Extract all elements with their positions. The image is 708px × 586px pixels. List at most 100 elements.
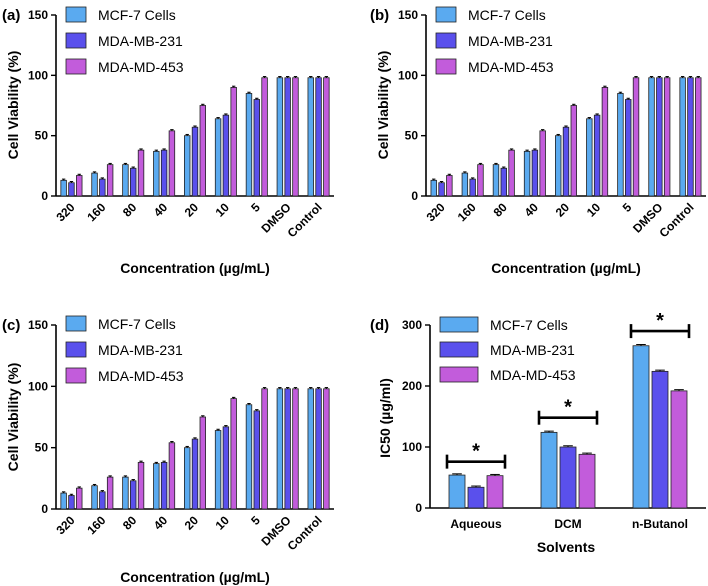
bar <box>245 404 253 510</box>
y-tick-label: 100 <box>28 379 48 393</box>
bar <box>230 87 237 197</box>
bar <box>601 87 609 197</box>
bar <box>168 442 176 510</box>
legend-swatch <box>439 366 479 383</box>
x-tick-label: 80 <box>120 200 140 220</box>
bar <box>261 77 268 197</box>
y-tick-label: 50 <box>405 129 419 143</box>
bar <box>559 446 577 509</box>
x-tick-label: 5 <box>248 513 263 528</box>
legend-label: MDA-MD-453 <box>98 59 184 75</box>
x-tick-label: 80 <box>491 200 511 220</box>
bar <box>632 345 650 509</box>
bar <box>292 388 299 510</box>
bar <box>99 491 106 510</box>
bar <box>539 130 546 197</box>
legend-swatch <box>65 58 87 75</box>
bar <box>323 77 330 197</box>
y-axis-title: Cell Viability (%) <box>5 51 21 160</box>
bar <box>586 118 593 197</box>
bar <box>315 77 322 197</box>
bar <box>656 77 663 197</box>
x-tick-label: 40 <box>522 200 542 220</box>
y-axis-title: Cell Viability (%) <box>5 363 21 472</box>
y-tick-label: 100 <box>398 68 418 82</box>
bar <box>663 77 671 197</box>
bar <box>307 77 314 197</box>
bar <box>122 476 129 510</box>
legend-swatch <box>65 341 87 358</box>
bar <box>76 175 83 197</box>
bar <box>191 438 199 510</box>
legend-label: MCF-7 Cells <box>98 316 176 332</box>
y-tick-label: 0 <box>41 502 48 516</box>
bar <box>106 164 114 197</box>
significance-star: * <box>472 441 480 463</box>
legend-label: MDA-MB-231 <box>468 33 553 49</box>
legend-label: MDA-MB-231 <box>98 342 183 358</box>
bar <box>500 167 507 197</box>
x-tick-label: Control <box>657 200 697 240</box>
bar <box>508 149 515 197</box>
x-tick-label: Control <box>285 513 325 553</box>
bar <box>492 164 500 197</box>
x-tick-label: 320 <box>54 200 78 224</box>
x-tick-label: 10 <box>213 200 233 220</box>
y-tick-label: 100 <box>402 440 422 454</box>
y-tick-label: 100 <box>28 68 48 82</box>
panel-label: (b) <box>370 7 389 24</box>
x-tick-label: 160 <box>84 200 108 224</box>
bar <box>578 453 596 509</box>
bar <box>91 172 98 197</box>
bar <box>486 475 504 509</box>
bar <box>130 480 137 510</box>
bar <box>284 388 291 510</box>
bar <box>276 77 284 197</box>
bar <box>76 487 83 510</box>
x-tick-label: 20 <box>182 200 202 220</box>
x-tick-label: 320 <box>424 200 448 224</box>
x-tick-label: 160 <box>84 513 108 537</box>
legend-swatch <box>65 315 87 332</box>
bar <box>315 388 322 510</box>
bar <box>130 167 137 197</box>
y-tick-label: 50 <box>35 441 49 455</box>
significance-star: * <box>656 310 664 332</box>
bar <box>191 126 199 197</box>
x-tick-label: 160 <box>455 200 479 224</box>
y-tick-label: 0 <box>415 501 422 515</box>
legend-label: MDA-MB-231 <box>98 33 183 49</box>
bar <box>648 77 655 197</box>
bar <box>222 426 230 510</box>
x-tick-label: 80 <box>120 513 140 533</box>
legend-swatch <box>435 6 457 23</box>
legend-label: MCF-7 Cells <box>468 7 546 23</box>
bar <box>99 178 106 197</box>
bar <box>245 93 253 197</box>
significance-star: * <box>564 397 572 419</box>
legend-label: MDA-MD-453 <box>98 368 184 384</box>
bar <box>555 135 562 197</box>
bar <box>60 492 67 510</box>
y-tick-label: 150 <box>28 8 48 22</box>
x-tick-label: 320 <box>54 513 78 537</box>
legend-swatch <box>435 32 457 49</box>
bar <box>687 77 694 197</box>
x-tick-label: 20 <box>182 513 202 533</box>
legend-swatch <box>439 316 479 333</box>
bar <box>679 77 686 197</box>
bar <box>695 77 702 197</box>
panel-label: (a) <box>2 7 20 24</box>
y-axis-title: IC50 (µg/ml) <box>377 378 393 458</box>
legend-swatch <box>439 341 479 358</box>
x-tick-label: 40 <box>151 513 171 533</box>
x-tick-label: 40 <box>151 200 171 220</box>
bar <box>253 99 260 197</box>
y-tick-label: 0 <box>411 189 418 203</box>
bar <box>469 178 476 197</box>
x-tick-label: 5 <box>248 200 263 215</box>
bar <box>214 430 222 510</box>
bar <box>438 182 445 197</box>
bar <box>562 126 570 197</box>
